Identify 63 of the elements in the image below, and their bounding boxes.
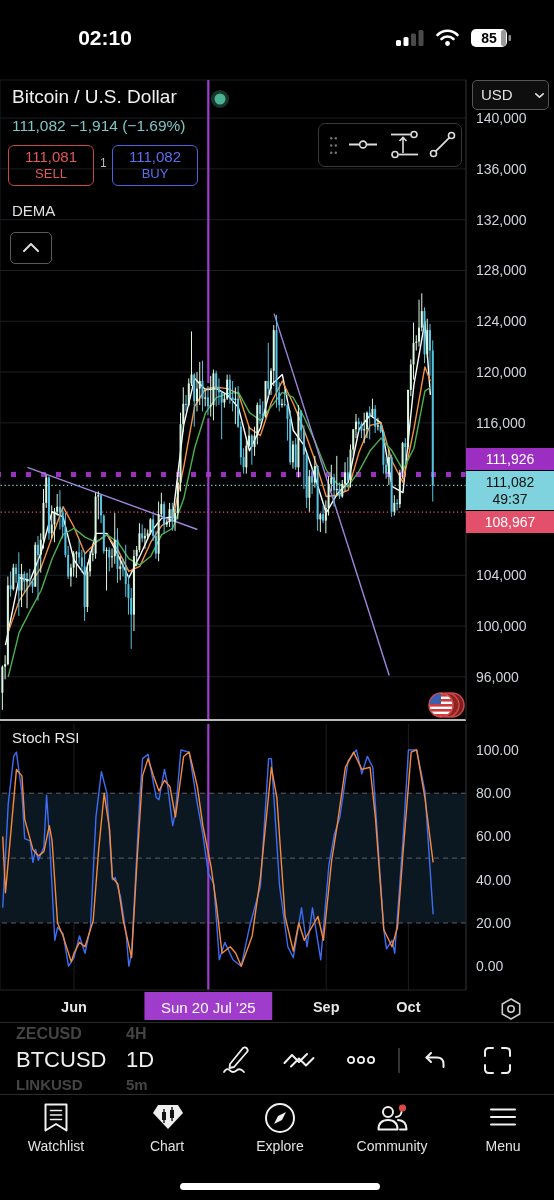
y-tick-label: 60.00 — [476, 828, 512, 845]
y-tick-label: 140,000 — [476, 110, 527, 127]
y-tick-label: 96,000 — [476, 668, 520, 685]
text: LINKUSD — [16, 1076, 83, 1094]
candlestick — [376, 417, 379, 431]
ref-line-label: Sun 20 Jul '25 — [161, 998, 256, 1015]
ref-line-label: 111,926 — [466, 448, 554, 471]
text: BTCUSD — [16, 1047, 107, 1073]
annotation: BUY — [140, 166, 170, 182]
text: 02:10 — [77, 26, 133, 51]
y-tick-label: 20.00 — [476, 914, 512, 931]
text: Explore — [255, 1138, 305, 1155]
candlestick — [9, 570, 12, 598]
y-tick-label: 120,000 — [476, 364, 527, 381]
candlestick — [404, 437, 407, 466]
text: Menu — [484, 1138, 522, 1155]
ref-line-label: 111,082 49:37 — [466, 471, 554, 511]
line-series — [7, 366, 432, 634]
x-tick-label: Sep — [312, 999, 340, 1015]
text: 111,082 −1,914 (−1.69%) — [12, 117, 186, 135]
candlestick — [17, 551, 20, 617]
annotation: 1 — [100, 156, 107, 171]
candlestick — [368, 405, 371, 440]
annotation: 111,082 — [128, 148, 182, 166]
candlestick — [37, 535, 40, 602]
candlestick — [20, 563, 23, 608]
text: Chart — [148, 1138, 186, 1155]
y-tick-label: 124,000 — [476, 313, 527, 330]
chart-title: Bitcoin / U.S. Dollar — [12, 86, 177, 108]
candlestick — [50, 504, 53, 539]
y-tick-label: 136,000 — [476, 160, 527, 177]
text: 4H — [126, 1025, 147, 1044]
text: 1D — [126, 1047, 155, 1073]
candlestick — [371, 398, 374, 419]
y-tick-label: 80.00 — [476, 785, 512, 802]
candlestick — [75, 550, 78, 579]
y-tick-label: 0.00 — [476, 958, 504, 975]
y-tick-label: 100.00 — [476, 741, 520, 758]
candlestick — [53, 507, 56, 543]
y-tick-label: 104,000 — [476, 567, 527, 584]
annotation: SELL — [34, 166, 68, 182]
text: Watchlist — [26, 1138, 86, 1155]
x-tick-label: Oct — [396, 999, 421, 1015]
text: Community — [355, 1138, 429, 1155]
text: 5m — [126, 1076, 148, 1094]
y-tick-label: 128,000 — [476, 262, 527, 279]
y-tick-label: 132,000 — [476, 211, 527, 228]
line-series — [2, 749, 434, 967]
chart-title: Stoch RSI — [12, 729, 80, 747]
candlestick — [319, 512, 322, 533]
candlestick — [26, 572, 29, 609]
annotation: 111,081 — [24, 148, 78, 166]
annotation: DEMA — [12, 202, 56, 220]
x-tick-label: Jun — [61, 999, 87, 1015]
candlestick — [171, 502, 174, 532]
y-tick-label: 40.00 — [476, 871, 512, 888]
candlestick — [291, 440, 294, 470]
text: USD — [481, 86, 513, 104]
candlestick — [23, 570, 26, 594]
ref-line-label: 108,967 — [466, 511, 554, 534]
text: ZECUSD — [16, 1025, 82, 1044]
y-tick-label: 116,000 — [476, 414, 526, 431]
y-tick-label: 100,000 — [476, 618, 527, 635]
